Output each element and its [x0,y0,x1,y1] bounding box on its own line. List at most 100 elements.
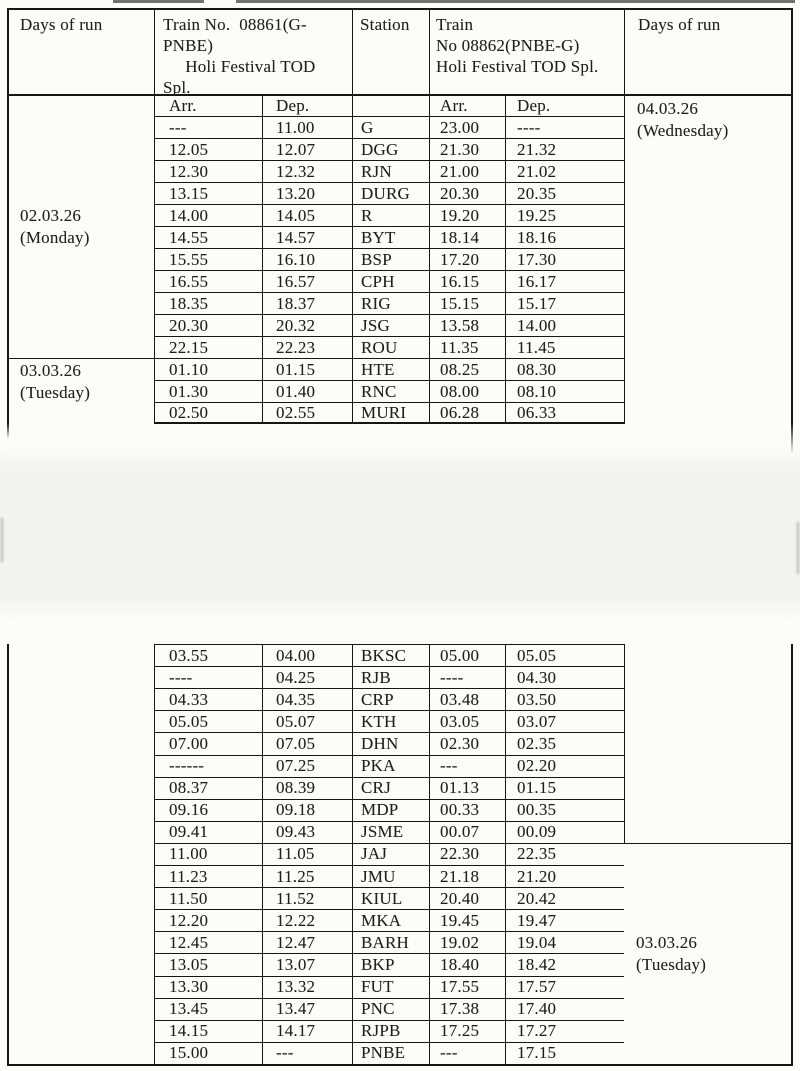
subheader-station-blank [352,94,429,116]
timetable-cell: BSP [352,248,429,270]
timetable-cell: BYT [352,226,429,248]
timetable-cell: CPH [352,270,429,292]
timetable-cell: ROU [352,336,429,358]
timetable-cell: 13.05 [154,953,262,976]
timetable-cell: 12.05 [154,138,262,160]
timetable-cell: 01.13 [429,776,505,799]
timetable-cell: ------ [154,754,262,777]
timetable-cell: ---- [429,666,505,689]
timetable-cell: MKA [352,909,429,932]
timetable-cell: DGG [352,138,429,160]
timetable-cell: 20.32 [262,314,352,336]
timetable-cell: 08.25 [429,358,505,380]
day-cell-tuesday-upper: 03.03.26 (Tuesday) [9,358,154,424]
header-days-of-run-left: Days of run [20,15,103,34]
timetable-cell: 18.35 [154,292,262,314]
timetable-cell: 03.07 [505,710,624,733]
timetable-cell: MURI [352,402,429,424]
timetable-cell: 19.20 [429,204,505,226]
timetable-cell: 07.00 [154,732,262,755]
timetable-cell: 02.20 [505,754,624,777]
timetable-cell: 22.15 [154,336,262,358]
timetable-cell: 17.55 [429,975,505,998]
timetable-cell: 12.30 [154,160,262,182]
header-station: Station [352,10,429,94]
timetable-cell: 00.07 [429,820,505,843]
timetable-cell: 13.45 [154,997,262,1020]
timetable-cell: R [352,204,429,226]
timetable-cell: G [352,116,429,138]
timetable-cell: 14.00 [154,204,262,226]
timetable-cell: PKA [352,754,429,777]
timetable-cell: 16.57 [262,270,352,292]
timetable-cell: 04.30 [505,666,624,689]
timetable-cell: 17.38 [429,997,505,1020]
timetable-cell: 13.20 [262,182,352,204]
timetable-cell: 19.45 [429,909,505,932]
timetable-cell: 21.30 [429,138,505,160]
timetable-cell: 05.07 [262,710,352,733]
timetable-cell: 17.15 [505,1041,624,1064]
timetable-cell: ---- [154,666,262,689]
timetable-cell: BKSC [352,644,429,667]
timetable-cell: 12.20 [154,909,262,932]
timetable-cell: 18.37 [262,292,352,314]
timetable-cell: 06.33 [505,402,624,424]
timetable-cell: 13.30 [154,975,262,998]
timetable-cell: 11.00 [154,842,262,866]
timetable-cell: KTH [352,710,429,733]
timetable-cell: 12.45 [154,931,262,954]
timetable-cell: 19.25 [505,204,624,226]
timetable-cell: 08.37 [154,776,262,799]
timetable-cell: 01.40 [262,380,352,402]
timetable-cell: 17.25 [429,1019,505,1042]
timetable-cell: 03.50 [505,688,624,711]
timetable-cell: 11.45 [505,336,624,358]
timetable-cell: RJB [352,666,429,689]
timetable-cell: 00.33 [429,798,505,821]
timetable-cell: 14.57 [262,226,352,248]
day-cell-empty-right [624,644,791,843]
timetable-cell: 17.57 [505,975,624,998]
timetable-cell: ---- [505,116,624,138]
timetable-cell: 09.16 [154,798,262,821]
timetable-cell: 20.30 [154,314,262,336]
header-train-08861: Train No. 08861(G- PNBE) Holi Festival T… [154,10,352,94]
timetable-cell: 07.25 [262,754,352,777]
timetable-cell: 19.04 [505,931,624,954]
timetable-cell: 22.30 [429,842,505,866]
timetable-cell: 12.22 [262,909,352,932]
scan-artifact-left-stub [7,424,9,439]
subheader-dep-outbound: Dep. [262,94,352,116]
timetable-cell: 14.17 [262,1019,352,1042]
scan-artifact-gray-band [0,458,800,608]
timetable-cell: DURG [352,182,429,204]
timetable-cell: 08.10 [505,380,624,402]
timetable-cell: --- [154,116,262,138]
subheader-dep-return: Dep. [505,94,624,116]
timetable-cell: 21.00 [429,160,505,182]
timetable-cell: PNBE [352,1041,429,1064]
header-train-08862: Train No 08862(PNBE-G) Holi Festival TOD… [429,10,624,94]
timetable-cell: 14.00 [505,314,624,336]
timetable-cell: RIG [352,292,429,314]
timetable-cell: RJPB [352,1019,429,1042]
timetable-cell: 01.15 [262,358,352,380]
timetable-cell: 19.02 [429,931,505,954]
timetable-cell: 13.15 [154,182,262,204]
scan-artifact-right-tick [797,522,799,574]
timetable-cell: 21.32 [505,138,624,160]
timetable-cell: 18.42 [505,953,624,976]
header-days-of-run-right: Days of run [624,10,791,94]
timetable-cell: 05.05 [154,710,262,733]
timetable-cell: 04.35 [262,688,352,711]
scan-artifact-top-bar [236,0,795,3]
timetable-cell: 11.05 [262,842,352,866]
day-cell-wednesday: 04.03.26 (Wednesday) [624,94,791,424]
timetable-cell: 15.55 [154,248,262,270]
timetable-cell: 02.30 [429,732,505,755]
timetable-cell: 02.50 [154,402,262,424]
timetable-cell: 18.40 [429,953,505,976]
timetable-cell: 13.58 [429,314,505,336]
timetable-cell: 08.30 [505,358,624,380]
